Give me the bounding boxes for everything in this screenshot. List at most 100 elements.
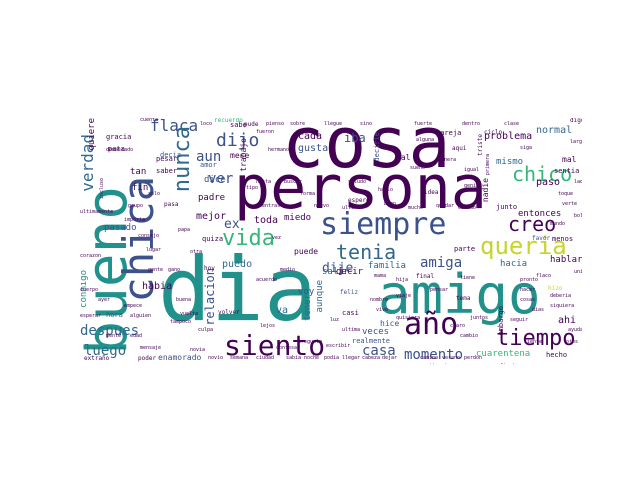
word-gano: gano bbox=[168, 267, 181, 273]
word-acuerdo: acuerdo bbox=[256, 277, 278, 283]
word-parte: parte bbox=[454, 245, 476, 253]
word-hija: hija bbox=[396, 277, 409, 283]
word-normal: normal bbox=[536, 125, 573, 136]
word-lejos: lejos bbox=[260, 323, 276, 329]
word-ahi: ahi bbox=[558, 315, 577, 326]
word-importa: importa bbox=[124, 217, 146, 223]
word-dijo: dijo bbox=[216, 130, 260, 151]
word-bien: bien bbox=[384, 201, 397, 207]
word-hecho: hecho bbox=[546, 351, 568, 359]
word-dia: dia bbox=[158, 238, 317, 341]
word-siente: siente bbox=[524, 339, 543, 345]
word-espero: espero bbox=[348, 197, 370, 204]
word-mama: mama bbox=[374, 273, 387, 279]
word-sabe: sabe bbox=[230, 121, 247, 129]
word-trabajo: trabajo bbox=[239, 138, 248, 172]
word-tiempo: tiempo bbox=[496, 326, 576, 351]
word-cambio: cambio bbox=[460, 333, 479, 339]
word-hice: hice bbox=[380, 319, 400, 328]
word-gente: gente bbox=[148, 267, 164, 273]
word-digo: digo bbox=[570, 118, 582, 124]
word-mientras: mientras bbox=[256, 203, 281, 209]
word-realmente: realmente bbox=[352, 337, 390, 345]
word-semana: semana bbox=[230, 355, 249, 361]
word-entonces: entonces bbox=[518, 209, 562, 219]
word-quedar: quedar bbox=[436, 203, 455, 209]
word-decia: decia bbox=[160, 151, 182, 159]
word-tenia: tenia bbox=[336, 240, 397, 264]
word-tiene: tiene bbox=[460, 275, 476, 281]
word-buena: buena bbox=[176, 297, 192, 303]
word-ojos: ojos bbox=[566, 339, 579, 345]
word-siempre: siempre bbox=[320, 207, 447, 242]
word-tipo: tipo bbox=[246, 185, 259, 191]
word-ultimamente: ultimamente bbox=[80, 209, 114, 215]
word-favor: favor bbox=[532, 235, 551, 242]
word-aqui: aqui bbox=[452, 145, 467, 152]
word-dias: dias bbox=[532, 307, 545, 313]
word-final: final bbox=[416, 273, 435, 280]
word-quisiera: quisiera bbox=[396, 315, 421, 321]
word-pensar: pensar bbox=[430, 287, 449, 293]
word-sabia: sabia bbox=[286, 355, 302, 361]
word-poder: poder bbox=[138, 355, 157, 362]
word-cabeza: cabeza bbox=[362, 355, 381, 361]
word-mensaje: mensaje bbox=[140, 345, 162, 351]
word-habia: habia bbox=[142, 281, 173, 292]
word-siquiera: siquiera bbox=[550, 303, 575, 309]
word-hacia: hacia bbox=[500, 259, 528, 269]
word-gusta: gusta bbox=[298, 143, 329, 154]
word-nuevo: nuevo bbox=[314, 203, 330, 209]
word-viaje: viaje bbox=[396, 293, 412, 299]
word-pregunta: pregunta bbox=[298, 339, 323, 345]
word-tampoco: tampoco bbox=[170, 319, 192, 325]
word-puedo: puedo bbox=[222, 259, 253, 270]
word-hacer: hacer bbox=[520, 287, 536, 293]
word-cuerpo: cuerpo bbox=[80, 287, 99, 293]
word-tener: tener bbox=[303, 294, 313, 322]
word-ayer: ayer bbox=[98, 297, 111, 303]
word-volver: volver bbox=[218, 309, 240, 316]
word-saludo: saludo bbox=[348, 179, 367, 185]
word-ex: ex bbox=[224, 217, 240, 232]
word-miedo: miedo bbox=[284, 213, 312, 223]
word-dije: dije bbox=[322, 261, 354, 276]
word-dejar: dejar bbox=[382, 355, 398, 361]
word-gracia: gracia bbox=[106, 133, 132, 141]
word-junto: junto bbox=[496, 203, 518, 211]
word-decirle: decirle bbox=[373, 132, 381, 162]
word-toque: toque bbox=[558, 191, 574, 197]
word-veces: veces bbox=[362, 327, 390, 337]
word-relacion: relacion bbox=[203, 268, 217, 326]
word-siento: siento bbox=[224, 329, 326, 362]
word-lugar: lugar bbox=[146, 247, 162, 253]
word-alguien: alguien bbox=[130, 313, 152, 319]
word-luego: luego bbox=[84, 343, 127, 359]
word-podia: podia bbox=[324, 355, 340, 361]
word-sino: sino bbox=[360, 121, 373, 127]
word-loco: loco bbox=[200, 121, 213, 127]
word-mismo: mismo bbox=[496, 157, 524, 167]
word-llegar: llegar bbox=[342, 355, 361, 361]
word-siga: siga bbox=[520, 145, 533, 151]
word-embargo: embargo bbox=[497, 306, 505, 336]
word-saber: saber bbox=[156, 167, 178, 175]
word-hermano: hermano bbox=[268, 147, 290, 153]
word-dice: dice bbox=[204, 175, 226, 185]
word-triste: triste bbox=[477, 134, 484, 156]
word-mejor: mejor bbox=[196, 211, 227, 222]
word-fuerte: fuerte bbox=[414, 121, 433, 127]
word-ayuda: ayuda bbox=[568, 327, 582, 333]
word-esperar: esperar bbox=[80, 313, 102, 319]
word-escribir: escribir bbox=[326, 343, 351, 349]
word-queria: queria bbox=[480, 232, 567, 260]
word-aun: aun bbox=[196, 149, 222, 165]
word-momento: momento bbox=[404, 347, 464, 363]
word-extrano: extraño bbox=[84, 355, 110, 362]
word-padre: padre bbox=[198, 193, 226, 203]
word-hablo: hablo bbox=[378, 187, 394, 193]
word-amiga: amiga bbox=[420, 255, 463, 271]
word-nombre: nombre bbox=[370, 297, 389, 303]
word-claro: claro bbox=[450, 323, 466, 329]
word-incluso: incluso bbox=[99, 178, 105, 200]
